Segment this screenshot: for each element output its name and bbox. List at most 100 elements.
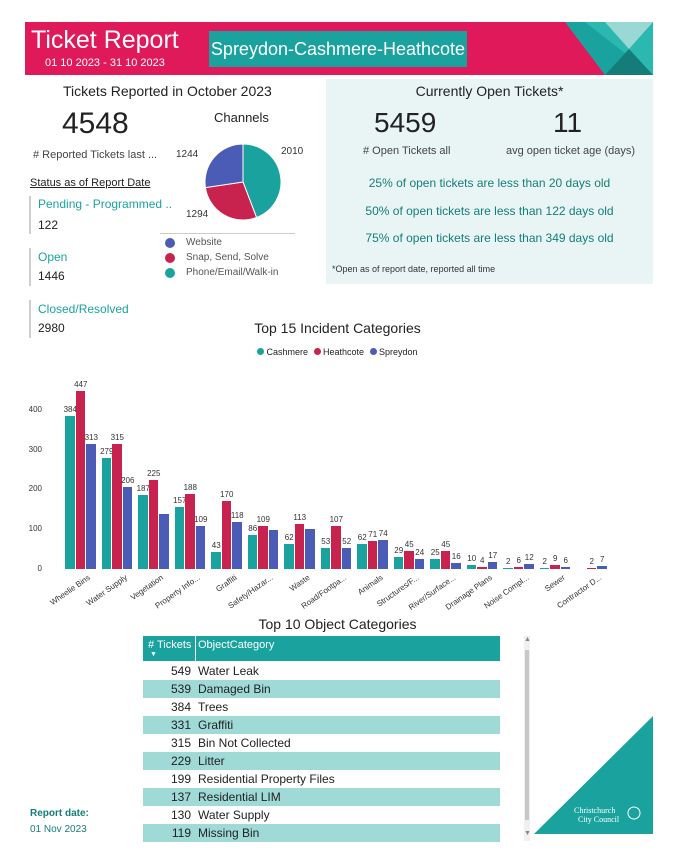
- bar-value-label: 43: [211, 540, 221, 550]
- bar-cashmere[interactable]: [503, 568, 513, 569]
- bar-cashmere[interactable]: [211, 551, 221, 569]
- table-row[interactable]: 549 Water Leak: [143, 662, 500, 680]
- legend-label: Website: [186, 237, 222, 248]
- report-date-label: Report date:: [30, 808, 89, 819]
- pie-value-label: 2010: [281, 146, 304, 157]
- legend-item[interactable]: Spreydon: [370, 347, 418, 357]
- bar-spreydon[interactable]: [122, 487, 132, 569]
- object-category-cell: Residential LIM: [198, 790, 281, 804]
- legend-item[interactable]: Snap, Send, Solve: [165, 252, 278, 267]
- bar-heathcote[interactable]: [477, 567, 487, 569]
- avg-age-label: avg open ticket age (days): [506, 145, 636, 157]
- table-row[interactable]: 119 Missing Bin: [143, 824, 500, 842]
- bar-heathcote[interactable]: [367, 540, 377, 569]
- legend-item[interactable]: Phone/Email/Walk-in: [165, 267, 278, 282]
- bar-heathcote[interactable]: [550, 565, 560, 569]
- bar-heathcote[interactable]: [331, 526, 341, 569]
- legend-label: Snap, Send, Solve: [186, 252, 269, 263]
- sort-desc-icon[interactable]: ▼: [150, 651, 157, 658]
- status-label-open: Open: [38, 250, 68, 264]
- object-category-cell: Missing Bin: [198, 826, 260, 840]
- bar-cashmere[interactable]: [284, 544, 294, 569]
- table-row[interactable]: 331 Graffiti: [143, 716, 500, 734]
- object-category-cell: Water Supply: [198, 808, 270, 822]
- bar-cashmere[interactable]: [101, 458, 111, 569]
- bar-spreydon[interactable]: [195, 525, 205, 569]
- bar-value-label: 187: [136, 483, 150, 493]
- bar-value-label: 74: [378, 528, 388, 538]
- bar-value-label: 279: [100, 447, 114, 457]
- pie-value-label: 1244: [176, 149, 199, 160]
- legend-item[interactable]: Cashmere: [257, 347, 308, 357]
- bar-spreydon[interactable]: [305, 529, 315, 569]
- bar-heathcote[interactable]: [221, 501, 231, 569]
- bar-cashmere[interactable]: [174, 506, 184, 569]
- bar-spreydon[interactable]: [268, 529, 278, 569]
- scrollbar-thumb[interactable]: [525, 650, 529, 820]
- legend-dot-icon: [165, 252, 175, 263]
- bar-cashmere[interactable]: [138, 494, 148, 569]
- bar-cashmere[interactable]: [466, 565, 476, 569]
- table-row[interactable]: 199 Residential Property Files: [143, 770, 500, 788]
- pie-slice-snap-send-solve[interactable]: [204, 181, 258, 221]
- legend-dot-icon: [257, 348, 265, 355]
- bar-spreydon[interactable]: [414, 559, 424, 569]
- bar-spreydon[interactable]: [159, 514, 169, 569]
- table-row[interactable]: 229 Litter: [143, 752, 500, 770]
- bar-cashmere[interactable]: [539, 568, 549, 569]
- bar-spreydon[interactable]: [597, 566, 607, 569]
- bar-heathcote[interactable]: [440, 551, 450, 569]
- legend-item[interactable]: Heathcote: [313, 347, 364, 357]
- bar-heathcote[interactable]: [185, 494, 195, 569]
- bar-heathcote[interactable]: [112, 443, 122, 569]
- reported-heading: Tickets Reported in October 2023: [63, 83, 272, 99]
- legend-item[interactable]: Website: [165, 237, 278, 252]
- bar-heathcote[interactable]: [513, 566, 523, 569]
- bar-heathcote[interactable]: [75, 391, 85, 569]
- pie-slice-phone-email-walk-in[interactable]: [242, 143, 282, 219]
- status-heading: Status as of Report Date: [30, 177, 151, 189]
- bar-cashmere[interactable]: [65, 416, 75, 569]
- pie-slice-website[interactable]: [204, 143, 244, 189]
- bar-heathcote[interactable]: [404, 551, 414, 569]
- bar-heathcote[interactable]: [258, 525, 268, 569]
- table-row[interactable]: 384 Trees: [143, 698, 500, 716]
- bar-heathcote[interactable]: [586, 568, 596, 569]
- table-row[interactable]: 539 Damaged Bin: [143, 680, 500, 698]
- bar-spreydon[interactable]: [341, 548, 351, 569]
- x-category-label: Graffiti: [213, 573, 239, 594]
- bar-value-label: 25: [430, 548, 440, 558]
- bar-cashmere[interactable]: [247, 534, 257, 569]
- bar-cashmere[interactable]: [430, 559, 440, 569]
- open-count-label: # Open Tickets all: [363, 145, 451, 157]
- bar-heathcote[interactable]: [148, 479, 158, 569]
- table-row[interactable]: 137 Residential LIM: [143, 788, 500, 806]
- bar-spreydon[interactable]: [378, 539, 388, 569]
- scroll-down-icon[interactable]: ▼: [524, 830, 531, 837]
- report-header: Ticket Report 01 10 2023 - 31 10 2023 Sp…: [25, 22, 653, 75]
- column-header-category[interactable]: ObjectCategory: [198, 639, 275, 651]
- reported-count-label: # Reported Tickets last ...: [33, 149, 158, 161]
- object-table-title: Top 10 Object Categories: [258, 616, 417, 632]
- bar-cashmere[interactable]: [393, 557, 403, 569]
- table-row[interactable]: 315 Bin Not Collected: [143, 734, 500, 752]
- bar-cashmere[interactable]: [320, 547, 330, 569]
- status-label-pending: Pending - Programmed ..: [38, 197, 173, 211]
- bar-heathcote[interactable]: [294, 524, 304, 569]
- table-scrollbar[interactable]: ▲ ▼: [524, 636, 531, 841]
- bar-value-label: 7: [600, 555, 605, 565]
- bar-spreydon[interactable]: [524, 564, 534, 569]
- bar-cashmere[interactable]: [357, 544, 367, 569]
- scroll-up-icon[interactable]: ▲: [524, 636, 531, 643]
- table-row[interactable]: 130 Water Supply: [143, 806, 500, 824]
- bar-spreydon[interactable]: [451, 562, 461, 569]
- bar-spreydon[interactable]: [86, 444, 96, 569]
- open-count: 5459: [374, 107, 437, 138]
- bar-spreydon[interactable]: [487, 562, 497, 569]
- column-header-count[interactable]: # Tickets: [148, 639, 192, 651]
- bar-value-label: 62: [357, 533, 367, 543]
- object-category-cell: Damaged Bin: [198, 682, 271, 696]
- bar-spreydon[interactable]: [560, 566, 570, 569]
- bar-spreydon[interactable]: [232, 522, 242, 569]
- legend-label: Phone/Email/Walk-in: [186, 267, 279, 278]
